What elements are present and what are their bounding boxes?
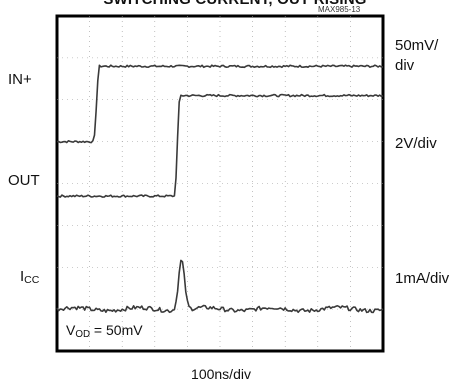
trace-out [56,93,384,198]
channel-label-icc: ICC [20,268,40,286]
grid-lines [57,16,383,351]
figure-id: MAX985-13 [318,5,361,14]
trace-icc [56,259,384,314]
scale-label-in-plus: 50mV/ div [395,37,439,74]
trace-in-plus [56,64,383,144]
scale-label-out: 2V/div [395,135,437,152]
chart-title: SWITCHING CURRENT, OUT RISING [70,0,400,8]
channel-label-in-plus: IN+ [8,71,32,88]
traces [56,64,384,314]
time-scale-label: 100ns/div [191,366,251,382]
scale-label-icc: 1mA/div [395,270,450,287]
channel-label-out: OUT [8,172,40,189]
vod-annotation: VOD = 50mV [66,322,143,340]
